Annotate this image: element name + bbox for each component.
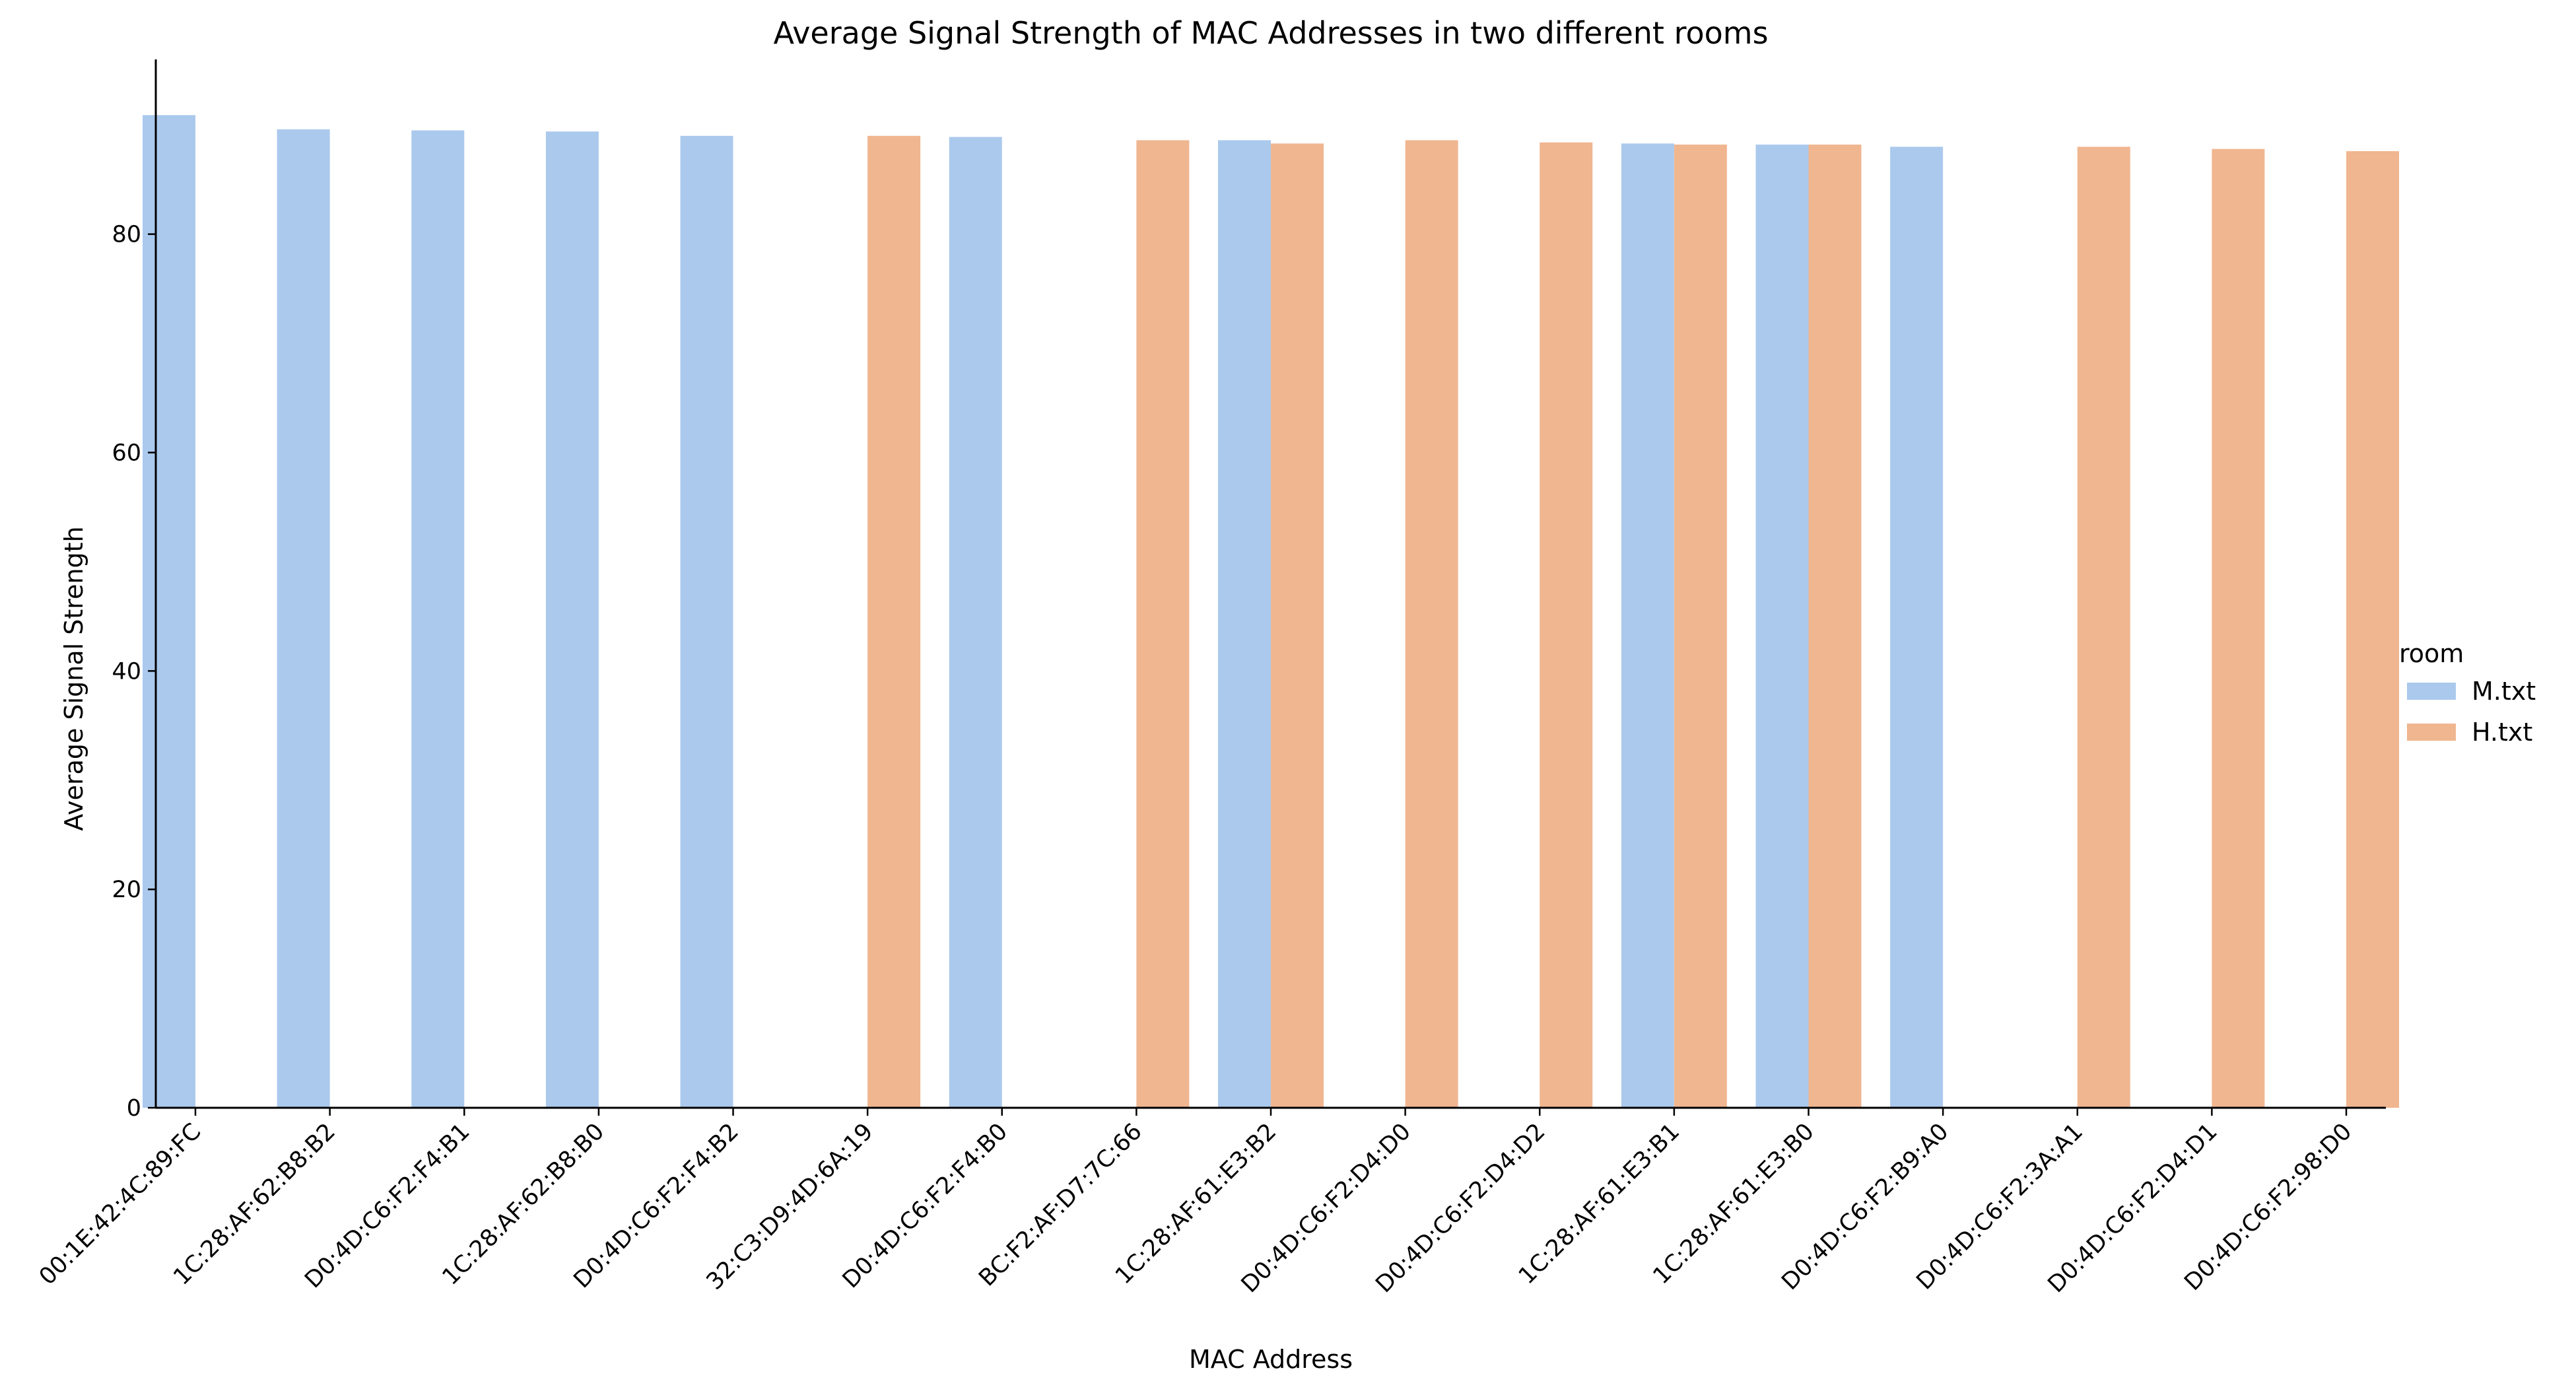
bar-h-txt-7: [1136, 140, 1190, 1108]
bar-h-txt-15: [2212, 149, 2265, 1108]
bar-h-txt-8: [1271, 143, 1324, 1108]
bar-h-txt-16: [2346, 151, 2399, 1108]
y-tick-label: 80: [112, 222, 141, 248]
y-tick-label: 60: [112, 440, 141, 467]
legend: room M.txt H.txt: [2399, 639, 2536, 747]
bar-m-txt-11: [1621, 143, 1674, 1108]
y-tick-label: 20: [112, 877, 141, 903]
bars-layer: [143, 115, 2399, 1108]
bar-m-txt-4: [680, 135, 733, 1108]
bar-h-txt-9: [1405, 140, 1458, 1108]
bar-m-txt-8: [1218, 140, 1271, 1108]
bar-h-txt-11: [1674, 145, 1727, 1108]
bar-m-txt-13: [1890, 147, 1944, 1108]
bar-h-txt-10: [1540, 142, 1593, 1108]
y-axis-label: Average Signal Strength: [59, 526, 88, 831]
y-tick-label: 0: [127, 1095, 141, 1122]
y-tick-label: 40: [112, 658, 141, 685]
bar-h-txt-14: [2077, 147, 2130, 1108]
bar-m-txt-1: [277, 129, 330, 1108]
x-ticks-layer: 00:1E:42:4C:89:FC1C:28:AF:62:B8:B2D0:4D:…: [34, 1108, 2357, 1298]
legend-swatch-m-txt: [2407, 683, 2456, 700]
legend-label-h-txt: H.txt: [2472, 718, 2532, 747]
bar-m-txt-6: [949, 137, 1002, 1108]
bar-m-txt-12: [1755, 145, 1809, 1108]
bar-m-txt-2: [411, 130, 465, 1108]
bar-h-txt-5: [867, 135, 921, 1108]
legend-swatch-h-txt: [2407, 724, 2456, 741]
x-axis-label: MAC Address: [1189, 1345, 1353, 1374]
bar-h-txt-12: [1808, 145, 1862, 1108]
chart-title: Average Signal Strength of MAC Addresses…: [773, 15, 1768, 51]
y-ticks-layer: 0 20 40 60 80: [112, 222, 156, 1122]
bar-m-txt-3: [545, 131, 599, 1108]
legend-label-m-txt: M.txt: [2472, 677, 2536, 706]
legend-title: room: [2399, 639, 2464, 668]
bar-m-txt-0: [143, 115, 195, 1108]
